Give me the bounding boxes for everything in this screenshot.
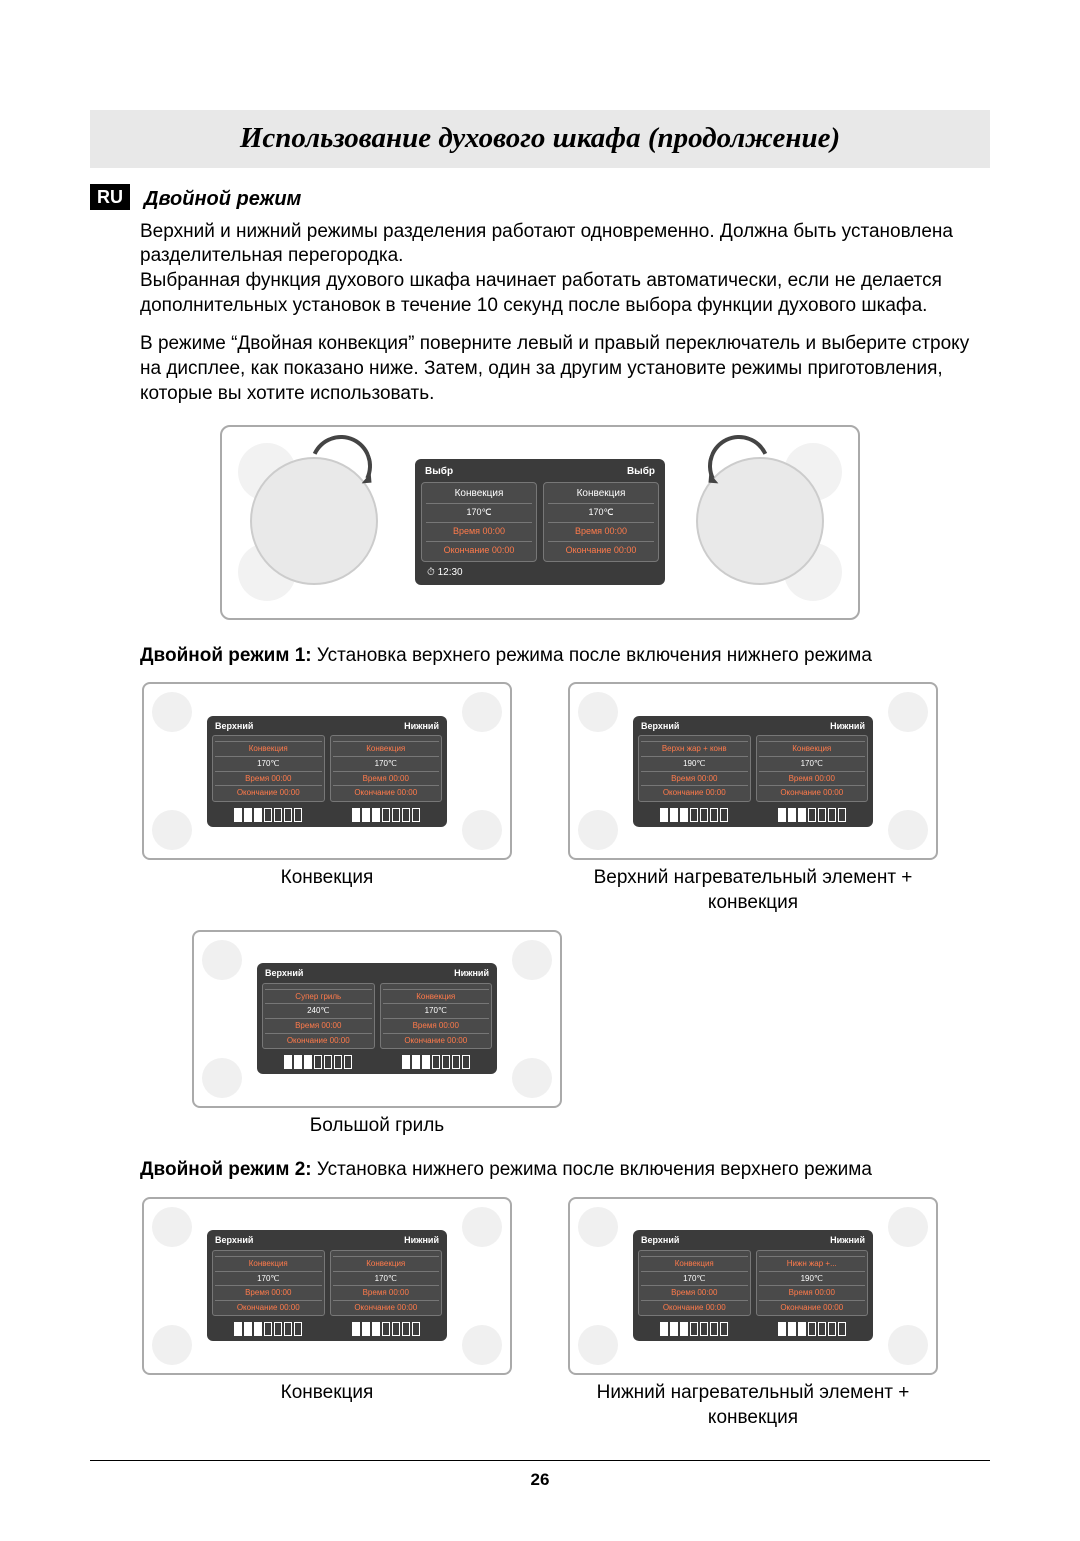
dial-icon xyxy=(512,940,552,980)
bars-right xyxy=(330,808,443,822)
display: Верхний Нижний Конвекция170℃Время 00:00Око… xyxy=(207,1230,447,1341)
display: Верхний Нижний Конвекция170℃Время 00:00Око… xyxy=(633,1230,873,1341)
col-left: Верхн жар + конв190℃Время 00:00Окончание… xyxy=(638,735,751,801)
col-left: Супер гриль240℃Время 00:00Окончание 00:0… xyxy=(262,983,375,1049)
display: Верхний Нижний Конвекция170℃Время 00:00Око… xyxy=(207,716,447,827)
col-left: Конвекция170℃Время 00:00Окончание 00:00 xyxy=(212,1250,325,1316)
mode1-row2: Верхний Нижний Супер гриль240℃Время 00:00О… xyxy=(182,930,990,1139)
panel-caption-m2a: Конвекция xyxy=(281,1381,374,1406)
dial-icon xyxy=(888,692,928,732)
panel-caption-m1c: Большой гриль xyxy=(310,1114,444,1139)
control-panel-m2a: Верхний Нижний Конвекция170℃Время 00:00Око… xyxy=(142,1197,512,1375)
dial-icon xyxy=(462,810,502,850)
dial-icon xyxy=(888,810,928,850)
header-upper: Верхний xyxy=(641,721,679,733)
display-col-left: Конвекция 170℃ Время 00:00 Окончание 00:… xyxy=(421,482,537,561)
mode1-row1: Верхний Нижний Конвекция170℃Время 00:00Око… xyxy=(90,682,990,915)
mode2-heading: Двойной режим 2: Установка нижнего режим… xyxy=(140,1158,990,1183)
col-right: Конвекция170℃Время 00:00Окончание 00:00 xyxy=(380,983,493,1049)
main-control-panel: Выбр Выбр Конвекция 170℃ Время 00:00 Око… xyxy=(220,425,860,620)
col-right: Конвекция170℃Время 00:00Окончание 00:00 xyxy=(756,735,869,801)
bars-left xyxy=(212,808,325,822)
control-panel-m1c: Верхний Нижний Супер гриль240℃Время 00:00О… xyxy=(192,930,562,1108)
display: Верхний Нижний Супер гриль240℃Время 00:00О… xyxy=(257,963,497,1074)
display-clock: 12:30 xyxy=(421,566,659,579)
header-upper: Верхний xyxy=(215,1235,253,1247)
right-dial-group xyxy=(678,437,848,607)
col-right: Конвекция170℃Время 00:00Окончание 00:00 xyxy=(330,1250,443,1316)
bars-row xyxy=(262,1055,492,1069)
dial-icon xyxy=(578,1325,618,1365)
header-lower: Нижний xyxy=(404,1235,439,1247)
paragraph-1: Верхний и нижний режимы разделения работ… xyxy=(140,220,990,319)
control-panel-m2b: Верхний Нижний Конвекция170℃Время 00:00Око… xyxy=(568,1197,938,1375)
dial-icon xyxy=(578,1207,618,1247)
lang-badge: RU xyxy=(90,184,130,210)
header-lower: Нижний xyxy=(830,721,865,733)
control-panel-m1a: Верхний Нижний Конвекция170℃Время 00:00Око… xyxy=(142,682,512,860)
bars-right xyxy=(756,1322,869,1336)
bars-right xyxy=(330,1322,443,1336)
bars-left xyxy=(638,808,751,822)
bars-left xyxy=(262,1055,375,1069)
dial-icon xyxy=(152,1207,192,1247)
dial-icon xyxy=(462,1325,502,1365)
bars-row xyxy=(638,808,868,822)
display-head-right: Выбр xyxy=(627,465,655,478)
dial-icon xyxy=(578,810,618,850)
header-upper: Верхний xyxy=(215,721,253,733)
page-number: 26 xyxy=(90,1469,990,1491)
page-title-bar: Использование духового шкафа (продолжени… xyxy=(90,110,990,168)
display-col-right: Конвекция 170℃ Время 00:00 Окончание 00:… xyxy=(543,482,659,561)
header-lower: Нижний xyxy=(404,721,439,733)
bars-left xyxy=(638,1322,751,1336)
page-title: Использование духового шкафа (продолжени… xyxy=(110,120,970,158)
header-lower: Нижний xyxy=(454,968,489,980)
col-left: Конвекция170℃Время 00:00Окончание 00:00 xyxy=(638,1250,751,1316)
left-dial-group xyxy=(232,437,402,607)
bars-left xyxy=(212,1322,325,1336)
dial-icon xyxy=(462,692,502,732)
footer-rule xyxy=(90,1460,990,1461)
main-display: Выбр Выбр Конвекция 170℃ Время 00:00 Око… xyxy=(415,459,665,584)
dial-icon xyxy=(512,1058,552,1098)
panel-caption-m1b: Верхний нагревательный элемент + конвекц… xyxy=(568,866,938,915)
header-lower: Нижний xyxy=(830,1235,865,1247)
dial-icon xyxy=(152,810,192,850)
dial-icon xyxy=(578,692,618,732)
dial-icon xyxy=(888,1325,928,1365)
bars-right xyxy=(380,1055,493,1069)
mode2-row1: Верхний Нижний Конвекция170℃Время 00:00Око… xyxy=(90,1197,990,1430)
dial-icon xyxy=(152,692,192,732)
col-left: Конвекция170℃Время 00:00Окончание 00:00 xyxy=(212,735,325,801)
display: Верхний Нижний Верхн жар + конв190℃Время 0… xyxy=(633,716,873,827)
dial-icon xyxy=(202,1058,242,1098)
header-upper: Верхний xyxy=(641,1235,679,1247)
col-right: Нижн жар +...190℃Время 00:00Окончание 00… xyxy=(756,1250,869,1316)
dial-icon xyxy=(152,1325,192,1365)
lang-heading-row: RU Двойной режим xyxy=(90,184,990,212)
display-head-left: Выбр xyxy=(425,465,453,478)
control-panel-m1b: Верхний Нижний Верхн жар + конв190℃Время 0… xyxy=(568,682,938,860)
dial-icon xyxy=(888,1207,928,1247)
section-subheading: Двойной режим xyxy=(144,186,301,212)
bars-right xyxy=(756,808,869,822)
bars-row xyxy=(212,808,442,822)
dial-icon xyxy=(202,940,242,980)
panel-caption-m2b: Нижний нагревательный элемент + конвекци… xyxy=(568,1381,938,1430)
mode1-heading: Двойной режим 1: Установка верхнего режи… xyxy=(140,644,990,669)
dial-icon xyxy=(462,1207,502,1247)
col-right: Конвекция170℃Время 00:00Окончание 00:00 xyxy=(330,735,443,801)
bars-row xyxy=(638,1322,868,1336)
panel-caption-m1a: Конвекция xyxy=(281,866,374,891)
bars-row xyxy=(212,1322,442,1336)
paragraph-2: В режиме “Двойная конвекция” поверните л… xyxy=(140,332,990,406)
header-upper: Верхний xyxy=(265,968,303,980)
